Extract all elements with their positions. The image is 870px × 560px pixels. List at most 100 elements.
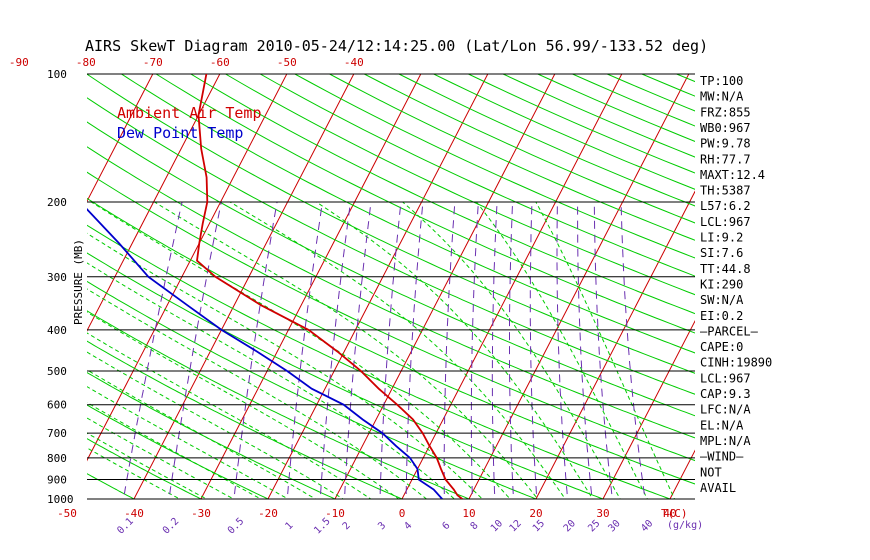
mixing-ratio-label: 1 <box>283 520 295 532</box>
sounding-series <box>87 74 463 499</box>
dry-adiabat-line <box>259 74 695 277</box>
moist-adiabat-line <box>87 351 344 499</box>
moist-adiabat-line <box>90 201 511 499</box>
stat-line: —PARCEL— <box>700 324 759 338</box>
stat-line: CINH:19890 <box>700 356 772 370</box>
bottom-temp-tick-label: -50 <box>57 507 77 520</box>
pressure-tick-label: 400 <box>47 324 67 337</box>
stat-line: LCL:967 <box>700 371 751 385</box>
bottom-temp-tick-label: 20 <box>529 507 542 520</box>
isotherm-line <box>87 74 288 462</box>
bottom-temp-tick-label: -10 <box>325 507 345 520</box>
mixing-ratio-label: 2 <box>341 520 353 532</box>
mixing-ratio-label: 6 <box>441 520 453 532</box>
legend-dew-point-temp: Dew Point Temp <box>117 124 243 142</box>
dry-adiabat-line <box>757 65 870 509</box>
dry-adiabat-line <box>675 74 695 83</box>
mixing-ratio-label: 0.5 <box>226 516 247 537</box>
pressure-tick-label: 100 <box>47 68 67 81</box>
bottom-temp-tick-label: -30 <box>191 507 211 520</box>
dry-adiabat-line <box>189 74 695 315</box>
stat-line: SW:N/A <box>700 293 744 307</box>
stat-line: FRZ:855 <box>700 105 751 119</box>
mixing-ratio-label: 30 <box>606 518 622 534</box>
mixing-ratio-line <box>556 201 569 499</box>
moist-adiabat-line <box>87 288 428 499</box>
moist-adiabat-line <box>154 201 539 499</box>
top-temp-tick-label: -70 <box>143 56 163 69</box>
moist-adiabat-line <box>87 402 262 499</box>
axis-tick-labels: 1002003004005006007008009001000-120-110-… <box>9 56 703 537</box>
moist-adiabat-lines <box>87 201 676 499</box>
bottom-temp-tick-label: 10 <box>462 507 475 520</box>
dry-adiabat-line <box>224 74 695 296</box>
bottom-temp-tick-label: 40 <box>663 507 676 520</box>
pressure-tick-label: 1000 <box>47 493 74 506</box>
top-temp-tick-label: -90 <box>9 56 29 69</box>
bottom-temp-tick-label: 30 <box>596 507 609 520</box>
dry-adiabat-line <box>0 65 83 509</box>
stat-line: SI:7.6 <box>700 246 743 260</box>
stat-line: NOT <box>700 465 722 479</box>
moist-adiabat-line <box>229 201 566 499</box>
moist-adiabat-line <box>87 332 372 499</box>
pressure-tick-label: 800 <box>47 452 67 465</box>
stat-line: RH:77.7 <box>700 152 751 166</box>
y-axis-label: PRESSURE (MB) <box>72 239 85 325</box>
moist-adiabat-line <box>87 386 289 499</box>
stat-line: LFC:N/A <box>700 403 751 417</box>
pressure-tick-label: 200 <box>47 196 67 209</box>
mixing-ratio-line <box>405 201 424 499</box>
top-temp-tick-label: -80 <box>76 56 96 69</box>
isotherm-line <box>200 74 422 499</box>
mixing-ratio-label: 25 <box>586 518 602 534</box>
mixing-ratio-line <box>491 201 498 499</box>
mixing-ratio-label: 3 <box>376 520 388 532</box>
stat-line: TH:5387 <box>700 184 751 198</box>
legend-ambient-air-temp: Ambient Air Temp <box>117 104 262 122</box>
temp-unit-label: T(C) <box>661 507 688 520</box>
moist-adiabat-line <box>87 262 456 499</box>
pressure-tick-label: 300 <box>47 271 67 284</box>
mixing-ratio-line <box>470 201 479 499</box>
isotherm-line <box>535 190 695 499</box>
bottom-temp-tick-label: -20 <box>258 507 278 520</box>
isotherm-line <box>468 74 690 499</box>
pressure-tick-label: 700 <box>47 427 67 440</box>
moist-adiabat-line <box>87 369 317 499</box>
stat-line: TT:44.8 <box>700 262 751 276</box>
moist-adiabat-line <box>87 447 181 499</box>
moist-adiabat-line <box>87 432 208 499</box>
mixing-ratio-label: 4 <box>402 520 414 532</box>
mixing-ratio-line <box>577 201 593 499</box>
moist-adiabat-line <box>402 201 621 499</box>
isotherm-line <box>732 65 870 509</box>
mixing-ratio-label: 10 <box>489 518 505 534</box>
isotherm-line <box>267 74 489 499</box>
stat-line: LCL:967 <box>700 215 751 229</box>
mixing-ratio-label: 0.2 <box>161 516 182 537</box>
isotherm-line <box>133 74 355 499</box>
moist-adiabat-line <box>315 201 594 499</box>
stat-line: EL:N/A <box>700 418 744 432</box>
moist-adiabat-line <box>535 201 676 499</box>
moist-adiabat-line <box>87 311 400 499</box>
dry-adiabat-line <box>293 74 695 259</box>
dry-adiabat-line <box>363 74 695 224</box>
stat-line: MW:N/A <box>700 90 744 104</box>
dry-adiabat-line <box>155 74 695 334</box>
isotherm-line <box>87 74 221 332</box>
ambient-air-temp-line <box>196 74 463 499</box>
mixing-ratio-lines <box>122 201 646 499</box>
stat-line: CAP:9.3 <box>700 387 751 401</box>
isotherm-line <box>87 74 154 203</box>
chart-title: AIRS SkewT Diagram 2010-05-24/12:14:25.0… <box>85 37 708 55</box>
pressure-tick-label: 900 <box>47 474 67 487</box>
stat-line: WB0:967 <box>700 121 751 135</box>
dry-adiabat-line <box>501 74 695 158</box>
mixing-ratio-unit-label: (g/kg) <box>667 520 703 531</box>
pressure-tick-label: 500 <box>47 365 67 378</box>
dry-adiabat-line <box>87 74 695 374</box>
